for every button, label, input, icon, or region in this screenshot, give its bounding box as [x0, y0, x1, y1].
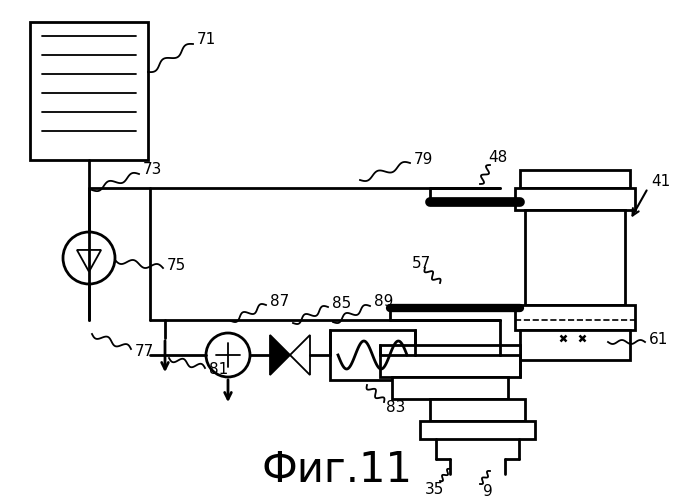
Text: 83: 83 — [386, 400, 406, 415]
Bar — [520, 170, 630, 188]
Bar — [515, 188, 635, 210]
Text: 61: 61 — [649, 332, 668, 347]
Bar — [525, 210, 625, 305]
Bar — [30, 22, 148, 160]
Bar — [420, 421, 535, 439]
Text: Фиг.11: Фиг.11 — [261, 449, 412, 491]
Bar — [430, 399, 525, 421]
Text: 35: 35 — [425, 482, 444, 496]
Text: 41: 41 — [651, 174, 670, 190]
Text: 85: 85 — [332, 296, 351, 310]
Text: 57: 57 — [412, 256, 431, 272]
Text: 81: 81 — [209, 362, 228, 378]
Polygon shape — [290, 335, 310, 375]
Text: 77: 77 — [135, 344, 155, 360]
Text: 48: 48 — [488, 150, 507, 166]
Text: 89: 89 — [374, 294, 394, 310]
Bar — [520, 330, 630, 360]
Bar — [392, 377, 508, 399]
Text: 9: 9 — [483, 484, 493, 500]
Polygon shape — [270, 335, 290, 375]
Text: 75: 75 — [167, 258, 186, 274]
Text: 73: 73 — [143, 162, 163, 178]
Bar — [380, 345, 520, 377]
Bar — [515, 305, 635, 330]
Text: 71: 71 — [197, 32, 216, 48]
Text: 87: 87 — [270, 294, 290, 308]
Bar — [330, 330, 415, 380]
Text: 79: 79 — [414, 152, 433, 168]
